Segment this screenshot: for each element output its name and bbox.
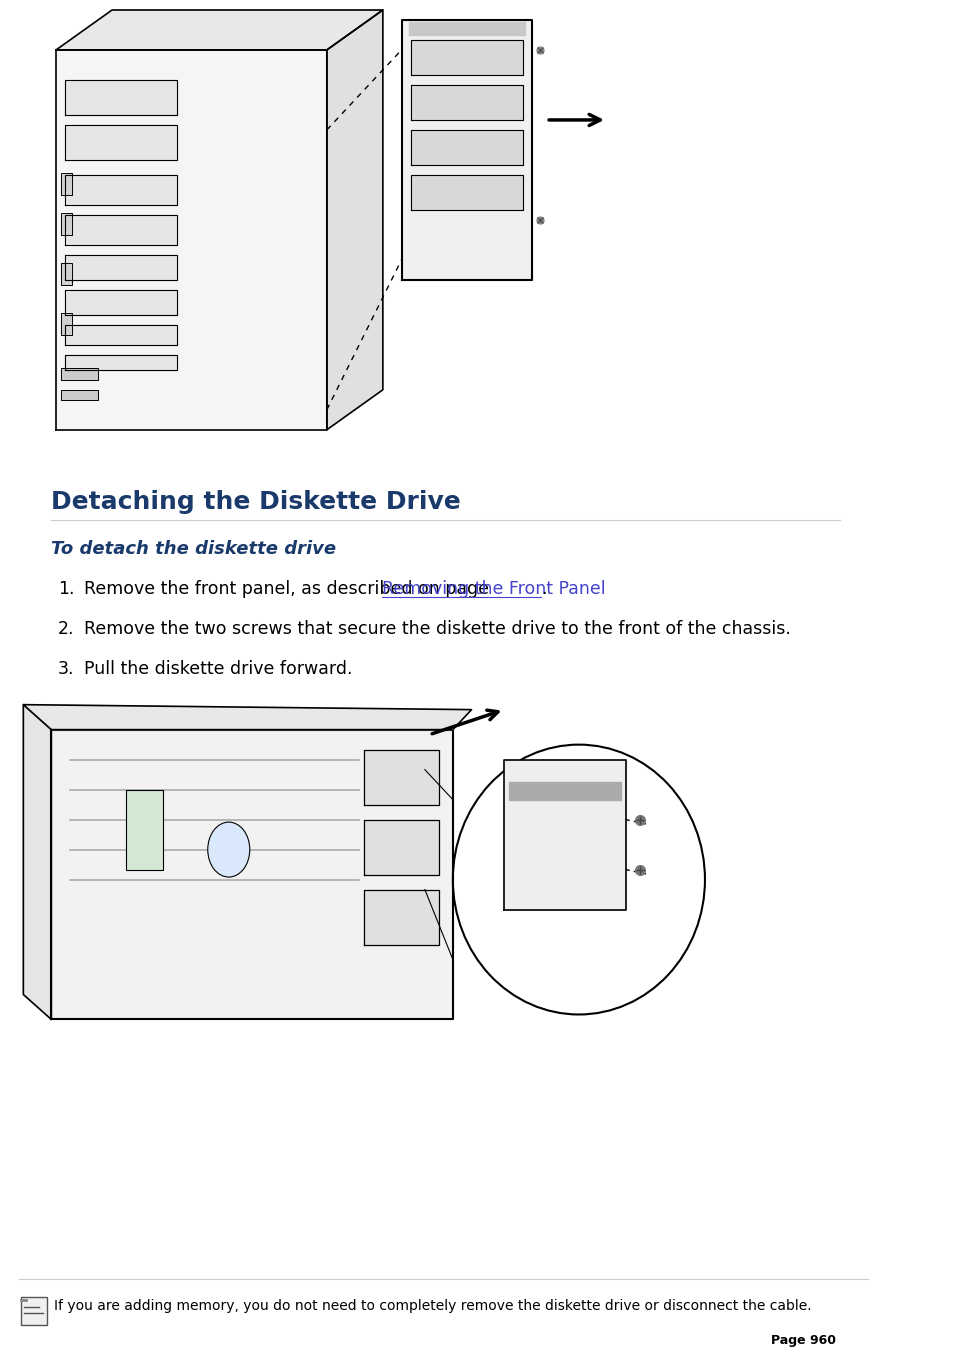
Ellipse shape bbox=[208, 823, 250, 877]
Polygon shape bbox=[23, 705, 471, 730]
Polygon shape bbox=[411, 174, 522, 209]
Text: Page 960: Page 960 bbox=[770, 1335, 835, 1347]
Polygon shape bbox=[66, 124, 177, 159]
Text: Remove the front panel, as described on page: Remove the front panel, as described on … bbox=[84, 580, 494, 597]
Polygon shape bbox=[66, 215, 177, 245]
Text: Remove the two screws that secure the diskette drive to the front of the chassis: Remove the two screws that secure the di… bbox=[84, 620, 790, 638]
Bar bbox=[126, 789, 163, 870]
Polygon shape bbox=[23, 705, 51, 1020]
Polygon shape bbox=[411, 85, 522, 120]
Bar bbox=[61, 367, 98, 380]
Text: To detach the diskette drive: To detach the diskette drive bbox=[51, 540, 336, 558]
Polygon shape bbox=[364, 820, 438, 874]
Polygon shape bbox=[56, 9, 382, 50]
Bar bbox=[61, 390, 98, 400]
Text: 2.: 2. bbox=[58, 620, 74, 638]
Polygon shape bbox=[66, 355, 177, 370]
Polygon shape bbox=[411, 41, 522, 74]
Text: Pull the diskette drive forward.: Pull the diskette drive forward. bbox=[84, 659, 353, 678]
Polygon shape bbox=[66, 174, 177, 205]
Polygon shape bbox=[364, 750, 438, 805]
Bar bbox=[61, 213, 71, 235]
Polygon shape bbox=[411, 130, 522, 165]
Bar bbox=[61, 263, 71, 285]
Polygon shape bbox=[327, 9, 382, 430]
Bar bbox=[61, 313, 71, 335]
Text: If you are adding memory, you do not need to completely remove the diskette driv: If you are adding memory, you do not nee… bbox=[54, 1300, 811, 1313]
Polygon shape bbox=[66, 80, 177, 115]
Polygon shape bbox=[409, 22, 524, 35]
Polygon shape bbox=[508, 782, 620, 800]
Text: .: . bbox=[541, 580, 546, 597]
Polygon shape bbox=[401, 20, 532, 280]
Text: Detaching the Diskette Drive: Detaching the Diskette Drive bbox=[51, 490, 460, 513]
Bar bbox=[21, 1297, 47, 1325]
Polygon shape bbox=[66, 255, 177, 280]
Text: 1.: 1. bbox=[58, 580, 74, 597]
Polygon shape bbox=[504, 759, 625, 909]
Polygon shape bbox=[56, 50, 327, 430]
Bar bbox=[61, 173, 71, 195]
Polygon shape bbox=[66, 290, 177, 315]
Polygon shape bbox=[364, 889, 438, 944]
Polygon shape bbox=[66, 324, 177, 345]
Polygon shape bbox=[51, 730, 453, 1020]
Text: Removing the Front Panel: Removing the Front Panel bbox=[382, 580, 605, 597]
Text: 3.: 3. bbox=[58, 659, 74, 678]
